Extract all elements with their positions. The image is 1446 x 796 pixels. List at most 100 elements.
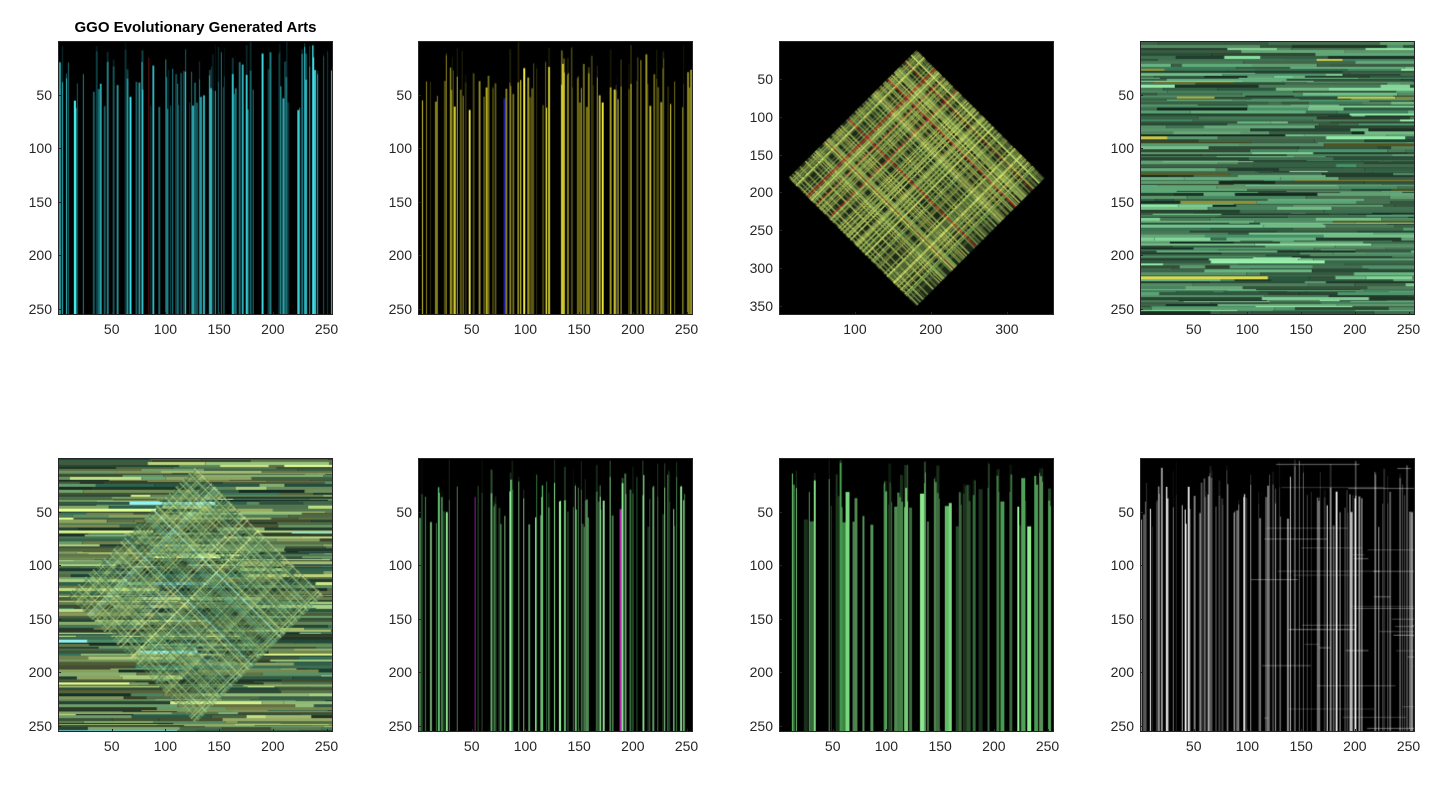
x-tick-label: 100 (153, 321, 178, 337)
art-canvas (419, 459, 692, 731)
y-tick-mark (58, 725, 61, 727)
y-tick-mark (58, 148, 61, 150)
x-tick-label: 150 (567, 738, 591, 754)
x-tick-label: 150 (928, 738, 952, 754)
y-tick-label: 100 (1110, 557, 1134, 574)
x-tick-label: 50 (1185, 738, 1202, 754)
x-tick-label: 200 (261, 321, 285, 337)
y-tick-label: 50 (36, 86, 52, 103)
x-tick-label: 100 (1235, 738, 1260, 754)
x-tick-mark (471, 729, 473, 732)
x-tick-mark (1247, 729, 1249, 732)
y-tick-mark (418, 725, 421, 727)
art-canvas (780, 42, 1053, 314)
y-tick-label: 200 (388, 247, 412, 264)
art-image (1140, 41, 1415, 315)
y-tick-label: 250 (388, 300, 412, 317)
art-image (779, 458, 1054, 732)
x-tick-mark (1247, 312, 1249, 315)
y-tick-mark (779, 511, 782, 513)
y-tick-label: 150 (28, 610, 52, 627)
x-tick-label: 250 (314, 738, 339, 754)
y-tick-label: 100 (749, 557, 773, 574)
x-tick-label: 200 (621, 321, 645, 337)
y-tick-mark (1140, 725, 1143, 727)
y-tick-label: 250 (388, 717, 412, 734)
x-tick-mark (1354, 729, 1356, 732)
y-tick-label: 50 (757, 70, 773, 87)
x-tick-mark (579, 312, 581, 315)
y-tick-label: 100 (388, 140, 412, 157)
y-tick-mark (418, 255, 421, 257)
y-tick-label: 200 (28, 247, 52, 264)
x-tick-label: 150 (1289, 738, 1313, 754)
x-tick-mark (1354, 312, 1356, 315)
y-tick-label: 150 (388, 610, 412, 627)
x-tick-label: 50 (103, 738, 120, 754)
y-tick-mark (1140, 618, 1143, 620)
y-tick-mark (58, 672, 61, 674)
y-tick-mark (418, 94, 421, 96)
y-tick-mark (58, 94, 61, 96)
x-tick-label: 200 (1343, 321, 1367, 337)
y-tick-label: 150 (28, 193, 52, 210)
x-tick-mark (930, 312, 932, 315)
y-tick-label: 100 (388, 557, 412, 574)
y-tick-mark (418, 308, 421, 310)
y-tick-mark (418, 511, 421, 513)
y-tick-label: 150 (749, 146, 773, 163)
y-tick-label: 200 (749, 664, 773, 681)
y-tick-mark (58, 511, 61, 513)
y-tick-mark (779, 192, 782, 194)
y-tick-label: 250 (28, 717, 52, 734)
x-tick-mark (272, 729, 274, 732)
x-tick-label: 250 (1396, 321, 1421, 337)
y-tick-label: 200 (28, 664, 52, 681)
y-tick-mark (58, 308, 61, 310)
x-tick-mark (111, 312, 113, 315)
x-tick-mark (219, 729, 221, 732)
x-tick-mark (1193, 729, 1195, 732)
y-tick-mark (1140, 201, 1143, 203)
y-tick-mark (779, 78, 782, 80)
x-tick-label: 100 (513, 738, 538, 754)
art-image (418, 41, 693, 315)
y-tick-label: 250 (749, 717, 773, 734)
x-tick-label: 200 (261, 738, 285, 754)
figure-title: GGO Evolutionary Generated Arts (74, 19, 317, 36)
art-canvas (59, 42, 332, 314)
x-tick-label: 250 (674, 321, 699, 337)
y-tick-mark (418, 672, 421, 674)
x-tick-mark (993, 729, 995, 732)
x-tick-label: 300 (995, 321, 1019, 337)
y-tick-label: 50 (1118, 503, 1134, 520)
y-tick-mark (779, 618, 782, 620)
x-tick-mark (1301, 729, 1303, 732)
x-tick-label: 50 (463, 738, 480, 754)
y-tick-label: 350 (749, 297, 773, 314)
y-tick-label: 100 (1110, 140, 1134, 157)
y-tick-mark (58, 201, 61, 203)
x-tick-label: 250 (1396, 738, 1421, 754)
y-tick-mark (1140, 511, 1143, 513)
y-tick-mark (779, 672, 782, 674)
x-tick-mark (471, 312, 473, 315)
y-tick-label: 200 (749, 184, 773, 201)
y-tick-label: 150 (1110, 610, 1134, 627)
x-tick-mark (854, 312, 856, 315)
y-tick-label: 150 (388, 193, 412, 210)
x-tick-mark (632, 729, 634, 732)
y-tick-label: 250 (1110, 300, 1134, 317)
y-tick-mark (779, 725, 782, 727)
y-tick-label: 200 (388, 664, 412, 681)
y-tick-mark (779, 305, 782, 307)
y-tick-label: 50 (1118, 86, 1134, 103)
x-tick-label: 200 (919, 321, 943, 337)
x-tick-mark (1193, 312, 1195, 315)
x-tick-label: 250 (1035, 738, 1060, 754)
y-tick-mark (779, 230, 782, 232)
y-tick-label: 150 (749, 610, 773, 627)
y-tick-mark (1140, 255, 1143, 257)
x-tick-label: 250 (314, 321, 339, 337)
art-image (1140, 458, 1415, 732)
